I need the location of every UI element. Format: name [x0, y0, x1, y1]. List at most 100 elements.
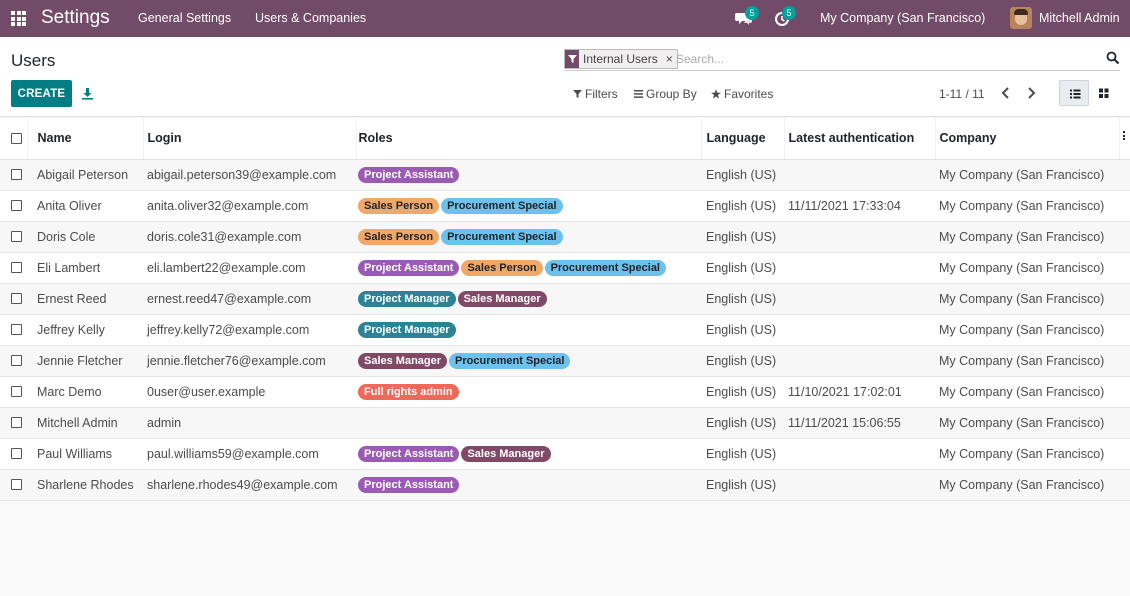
login-cell[interactable]: eli.lambert22@example.com	[147, 260, 306, 275]
column-header-roles[interactable]: Roles	[356, 118, 702, 160]
company-cell[interactable]: My Company (San Francisco)	[939, 198, 1105, 213]
download-icon[interactable]	[81, 87, 94, 100]
kanban-view-button[interactable]	[1090, 80, 1118, 106]
language-cell[interactable]: English (US)	[706, 446, 777, 461]
login-cell[interactable]: 0user@user.example	[147, 384, 266, 399]
roles-cell[interactable]: Project Assistant	[356, 159, 701, 190]
list-view-button[interactable]	[1059, 80, 1089, 106]
row-checkbox[interactable]	[11, 324, 22, 335]
company-cell[interactable]: My Company (San Francisco)	[939, 384, 1105, 399]
latest-authentication-cell[interactable]: 11/11/2021 15:06:55	[788, 415, 901, 430]
roles-cell[interactable]	[356, 407, 701, 438]
login-cell[interactable]: jennie.fletcher76@example.com	[147, 353, 326, 368]
roles-cell[interactable]: Full rights admin	[356, 376, 701, 407]
company-cell[interactable]: My Company (San Francisco)	[939, 322, 1105, 337]
table-row[interactable]: Ernest Reed ernest.reed47@example.com Proj…	[0, 283, 1130, 314]
login-cell[interactable]: anita.oliver32@example.com	[147, 198, 309, 213]
login-cell[interactable]: admin	[147, 415, 182, 430]
row-checkbox[interactable]	[11, 479, 22, 490]
row-checkbox[interactable]	[11, 231, 22, 242]
user-name-cell[interactable]: Jeffrey Kelly	[37, 322, 105, 337]
user-name-cell[interactable]: Eli Lambert	[37, 260, 101, 275]
company-cell[interactable]: My Company (San Francisco)	[939, 477, 1105, 492]
latest-authentication-cell[interactable]	[784, 159, 935, 190]
row-checkbox[interactable]	[11, 355, 22, 366]
roles-cell[interactable]: Project Assistant Sales Person Procurement…	[356, 252, 701, 283]
select-all-checkbox[interactable]	[11, 132, 22, 144]
column-header-language[interactable]: Language	[701, 118, 785, 160]
language-cell[interactable]: English (US)	[706, 260, 777, 275]
table-row[interactable]: Sharlene Rhodes sharlene.rhodes49@example…	[0, 469, 1130, 500]
user-name-cell[interactable]: Doris Cole	[37, 229, 96, 244]
roles-cell[interactable]: Sales Manager Procurement Special	[356, 345, 701, 376]
table-row[interactable]: Jennie Fletcher jennie.fletcher76@example…	[0, 345, 1130, 376]
table-row[interactable]: Jeffrey Kelly jeffrey.kelly72@example.com…	[0, 314, 1130, 345]
user-avatar[interactable]	[1010, 7, 1032, 29]
user-name-cell[interactable]: Ernest Reed	[37, 291, 107, 306]
user-name-cell[interactable]: Abigail Peterson	[37, 167, 129, 182]
company-cell[interactable]: My Company (San Francisco)	[939, 415, 1105, 430]
user-name-cell[interactable]: Anita Oliver	[37, 198, 102, 213]
roles-cell[interactable]: Project Manager	[356, 314, 701, 345]
roles-cell[interactable]: Project Manager Sales Manager	[356, 283, 701, 314]
search-input[interactable]	[676, 50, 1076, 68]
company-cell[interactable]: My Company (San Francisco)	[939, 260, 1105, 275]
company-cell[interactable]: My Company (San Francisco)	[939, 291, 1105, 306]
company-cell[interactable]: My Company (San Francisco)	[939, 167, 1105, 182]
column-header-latest-authentication[interactable]: Latest authentication	[784, 118, 936, 160]
login-cell[interactable]: abigail.peterson39@example.com	[147, 167, 337, 182]
login-cell[interactable]: ernest.reed47@example.com	[147, 291, 312, 306]
latest-authentication-cell[interactable]	[784, 314, 935, 345]
menu-users-companies[interactable]: Users & Companies	[255, 11, 367, 25]
roles-cell[interactable]: Sales Person Procurement Special	[356, 190, 701, 221]
apps-menu-icon[interactable]	[11, 11, 26, 26]
chevron-right-icon[interactable]	[1024, 85, 1038, 101]
language-cell[interactable]: English (US)	[706, 229, 777, 244]
company-cell[interactable]: My Company (San Francisco)	[939, 229, 1105, 244]
latest-authentication-cell[interactable]	[784, 283, 935, 314]
company-cell[interactable]: My Company (San Francisco)	[939, 353, 1105, 368]
latest-authentication-cell[interactable]	[784, 438, 935, 469]
company-switcher[interactable]: My Company (San Francisco)	[820, 11, 986, 25]
table-row[interactable]: Doris Cole doris.cole31@example.com Sales …	[0, 221, 1130, 252]
latest-authentication-cell[interactable]	[784, 469, 935, 500]
user-menu[interactable]: Mitchell Admin	[1039, 11, 1120, 25]
latest-authentication-cell[interactable]: 11/11/2021 17:33:04	[788, 198, 901, 213]
row-checkbox[interactable]	[11, 200, 22, 211]
facet-remove-icon[interactable]: ×	[665, 52, 673, 66]
table-row[interactable]: Eli Lambert eli.lambert22@example.com Proj…	[0, 252, 1130, 283]
language-cell[interactable]: English (US)	[706, 198, 777, 213]
latest-authentication-cell[interactable]	[784, 221, 935, 252]
table-row[interactable]: Abigail Peterson abigail.peterson39@examp…	[0, 159, 1130, 190]
optional-columns-icon[interactable]	[1123, 131, 1126, 142]
row-checkbox[interactable]	[11, 293, 22, 304]
column-header-login[interactable]: Login	[143, 118, 357, 160]
language-cell[interactable]: English (US)	[706, 167, 777, 182]
row-checkbox[interactable]	[11, 448, 22, 459]
filters-button[interactable]: Filters	[573, 87, 618, 101]
row-checkbox[interactable]	[11, 417, 22, 428]
table-row[interactable]: Marc Demo 0user@user.example Full rights a…	[0, 376, 1130, 407]
login-cell[interactable]: sharlene.rhodes49@example.com	[147, 477, 338, 492]
language-cell[interactable]: English (US)	[706, 384, 777, 399]
user-name-cell[interactable]: Paul Williams	[37, 446, 113, 461]
groupby-button[interactable]: Group By	[634, 87, 697, 101]
user-name-cell[interactable]: Jennie Fletcher	[37, 353, 123, 368]
create-button[interactable]: CREATE	[11, 80, 72, 107]
row-checkbox[interactable]	[11, 169, 22, 180]
latest-authentication-cell[interactable]: 11/10/2021 17:02:01	[788, 384, 902, 399]
language-cell[interactable]: English (US)	[706, 477, 777, 492]
user-name-cell[interactable]: Marc Demo	[37, 384, 102, 399]
search-icon[interactable]	[1106, 51, 1120, 65]
login-cell[interactable]: paul.williams59@example.com	[147, 446, 319, 461]
language-cell[interactable]: English (US)	[706, 415, 777, 430]
pager-value[interactable]: 1-11 / 11	[939, 87, 985, 101]
roles-cell[interactable]: Project Assistant Sales Manager	[356, 438, 701, 469]
language-cell[interactable]: English (US)	[706, 291, 777, 306]
roles-cell[interactable]: Project Assistant	[356, 469, 701, 500]
latest-authentication-cell[interactable]	[784, 345, 935, 376]
company-cell[interactable]: My Company (San Francisco)	[939, 446, 1105, 461]
user-name-cell[interactable]: Mitchell Admin	[37, 415, 118, 430]
roles-cell[interactable]: Sales Person Procurement Special	[356, 221, 701, 252]
table-row[interactable]: Paul Williams paul.williams59@example.com…	[0, 438, 1130, 469]
